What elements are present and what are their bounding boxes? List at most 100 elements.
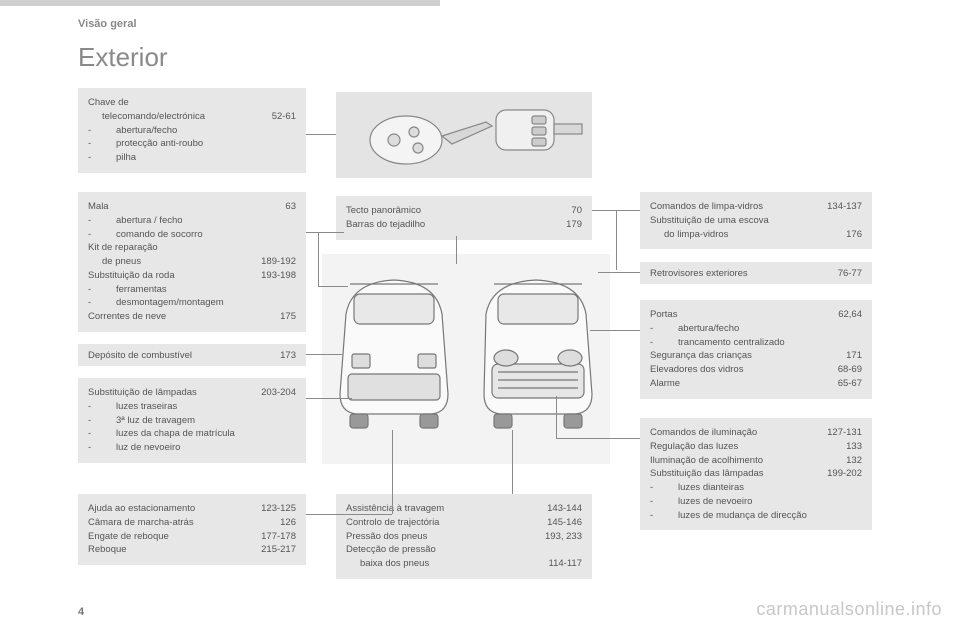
- text: Segurança das crianças: [650, 349, 752, 363]
- callout-line: [590, 330, 640, 331]
- text: Iluminação de acolhimento: [650, 454, 763, 468]
- callout-line: [306, 514, 392, 515]
- text: Comandos de iluminação: [650, 426, 757, 440]
- pageref: 114-117: [549, 557, 582, 571]
- text: Depósito de combustível: [88, 349, 192, 363]
- pageref: 63: [285, 200, 296, 214]
- text: Reboque: [88, 543, 127, 557]
- box-parking: Ajuda ao estacionamento 123-125 Câmara de…: [78, 494, 306, 565]
- pageref: 179: [566, 218, 582, 232]
- callout-line: [556, 438, 640, 439]
- pageref: 189-192: [261, 255, 296, 269]
- bullet: abertura / fecho: [88, 214, 296, 228]
- pageref: 171: [846, 349, 862, 363]
- box-fuel: Depósito de combustível 173: [78, 344, 306, 366]
- text: Controlo de trajectória: [346, 516, 439, 530]
- bullet: luzes dianteiras: [650, 481, 862, 495]
- callout-line: [306, 398, 352, 399]
- box-lighting: Comandos de iluminação 127-131 Regulação …: [640, 418, 872, 530]
- text: Substituição da roda: [88, 269, 175, 283]
- key-icon: [336, 92, 592, 178]
- callout-line: [556, 396, 557, 438]
- pageref: 68-69: [838, 363, 862, 377]
- pageref: 127-131: [827, 426, 862, 440]
- text: Alarme: [650, 377, 680, 391]
- callout-line: [392, 430, 393, 514]
- text: Câmara de marcha-atrás: [88, 516, 194, 530]
- pageref: 65-67: [838, 377, 862, 391]
- callout-line: [306, 354, 342, 355]
- box-trunk: Mala 63 abertura / fecho comando de socor…: [78, 192, 306, 332]
- bullet: luzes de nevoeiro: [650, 495, 862, 509]
- pageref: 132: [846, 454, 862, 468]
- bullet: desmontagem/montagem: [88, 296, 296, 310]
- pageref: 145-146: [547, 516, 582, 530]
- bullet: abertura/fecho: [650, 322, 862, 336]
- header-bar: [0, 0, 440, 6]
- text: Barras do tejadilho: [346, 218, 425, 232]
- text: Substituição de lâmpadas: [88, 386, 197, 400]
- pageref: 175: [280, 310, 296, 324]
- box-key: Chave de telecomando/electrónica52-61 ab…: [78, 88, 306, 173]
- text: baixa dos pneus: [346, 557, 429, 571]
- text: Tecto panorâmico: [346, 204, 421, 218]
- box-braking: Assistência à travagem143-144 Controlo d…: [336, 494, 592, 579]
- text: Detecção de pressão: [346, 543, 582, 557]
- text: Chave de: [88, 96, 296, 110]
- box-doors: Portas 62,64 abertura/fecho trancamento c…: [640, 300, 872, 399]
- text: Comandos de limpa-vidros: [650, 200, 763, 214]
- bullet: trancamento centralizado: [650, 336, 862, 350]
- text: Substituição das lâmpadas: [650, 467, 764, 481]
- text: de pneus: [88, 255, 141, 269]
- pageref: 134-137: [827, 200, 862, 214]
- text: do limpa-vidros: [650, 228, 728, 242]
- pageref: 123-125: [261, 502, 296, 516]
- bullet: 3ª luz de travagem: [88, 414, 296, 428]
- pageref: 199-202: [827, 467, 862, 481]
- text: Substituição de uma escova: [650, 214, 862, 228]
- bullet: luzes de mudança de direcção: [650, 509, 862, 523]
- car-illustration: [322, 254, 610, 464]
- key-illustration: [336, 92, 592, 178]
- pageref: 76-77: [838, 267, 862, 281]
- pageref: 177-178: [261, 530, 296, 544]
- text: Ajuda ao estacionamento: [88, 502, 195, 516]
- callout-line: [306, 134, 336, 135]
- text: Pressão dos pneus: [346, 530, 427, 544]
- text: Correntes de neve: [88, 310, 166, 324]
- section-label: Visão geral: [78, 18, 137, 30]
- bullet: luzes da chapa de matrícula: [88, 427, 296, 441]
- bullet: comando de socorro: [88, 228, 296, 242]
- callout-line: [512, 430, 513, 494]
- callout-line: [598, 272, 640, 273]
- text: Retrovisores exteriores: [650, 267, 748, 281]
- text: Regulação das luzes: [650, 440, 738, 454]
- box-wipers: Comandos de limpa-vidros 134-137 Substitu…: [640, 192, 872, 249]
- bullet: abertura/fecho: [88, 124, 296, 138]
- bullet: luzes traseiras: [88, 400, 296, 414]
- text: Kit de reparação: [88, 241, 296, 255]
- box-mirrors: Retrovisores exteriores 76-77: [640, 262, 872, 284]
- pageref: 62,64: [838, 308, 862, 322]
- pageref: 126: [280, 516, 296, 530]
- box-roof: Tecto panorâmico70 Barras do tejadilho17…: [336, 196, 592, 240]
- box-bulbs: Substituição de lâmpadas203-204 luzes tr…: [78, 378, 306, 463]
- bullet: ferramentas: [88, 283, 296, 297]
- callout-line: [318, 286, 348, 287]
- page-title: Exterior: [78, 42, 168, 73]
- callout-line: [456, 236, 457, 264]
- car-icon: [322, 254, 610, 464]
- text: Portas: [650, 308, 677, 322]
- callout-line: [616, 210, 617, 270]
- bullet: pilha: [88, 151, 296, 165]
- watermark: carmanualsonline.info: [756, 599, 942, 620]
- text: Elevadores dos vidros: [650, 363, 743, 377]
- pageref: 143-144: [547, 502, 582, 516]
- pageref: 193-198: [261, 269, 296, 283]
- page-number: 4: [78, 606, 84, 618]
- text: telecomando/electrónica: [88, 110, 205, 124]
- pageref: 173: [280, 349, 296, 363]
- text: Engate de reboque: [88, 530, 169, 544]
- text: Mala: [88, 200, 109, 214]
- callout-line: [318, 232, 319, 286]
